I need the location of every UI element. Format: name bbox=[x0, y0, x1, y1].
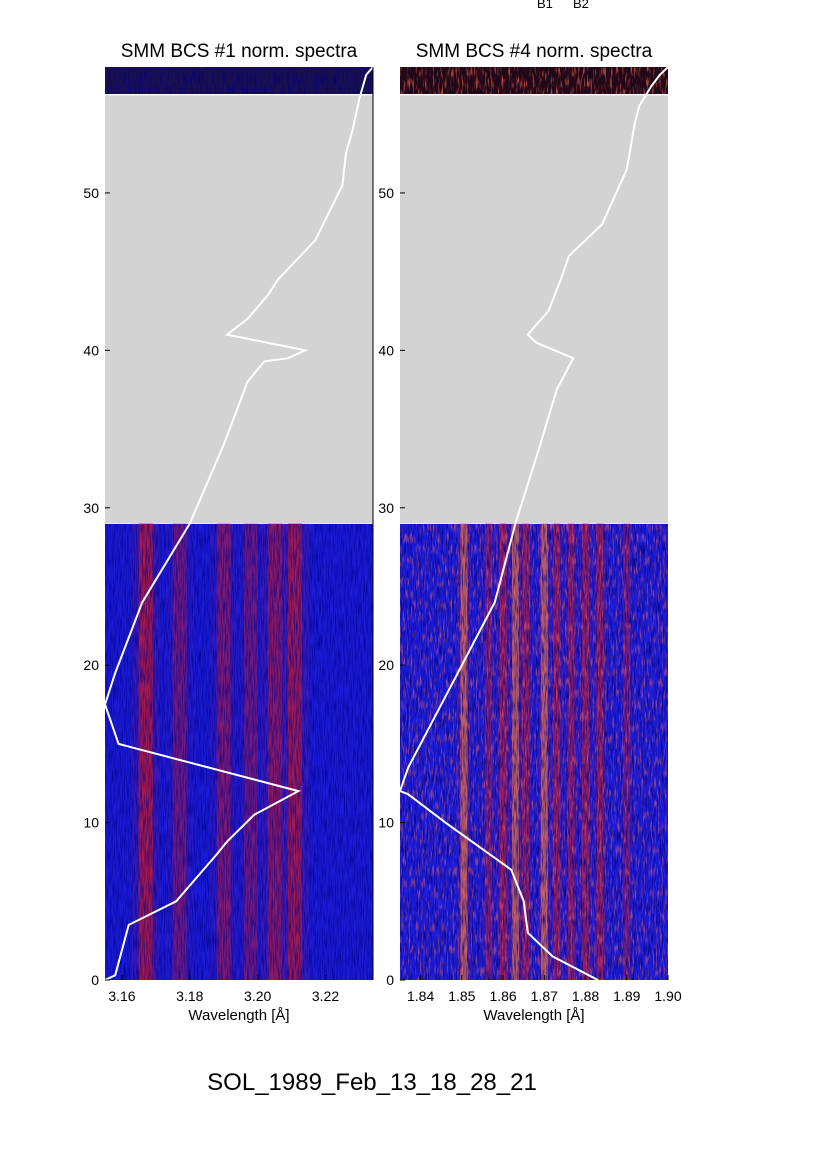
lightcurve-overlay bbox=[105, 67, 373, 980]
y-tick-label: 50 bbox=[378, 185, 394, 201]
y-tick-label: 20 bbox=[378, 657, 394, 673]
y-tick-label: 30 bbox=[378, 500, 394, 516]
x-tick-label: 3.20 bbox=[244, 988, 271, 1004]
x-tick-label: 1.86 bbox=[489, 988, 516, 1004]
x-tick-label: 1.88 bbox=[572, 988, 599, 1004]
y-tick-label: 20 bbox=[83, 657, 99, 673]
top-data-strip-noise bbox=[400, 67, 668, 94]
heatmap-sparkle bbox=[400, 524, 668, 980]
event-label: SOL_1989_Feb_13_18_28_21 bbox=[207, 1069, 537, 1096]
chart-panel-bcs1: SMM BCS #1 norm. spectra 0 10 20 30 40 50 3.1… bbox=[83, 41, 374, 1024]
y-tick-label: 0 bbox=[386, 972, 394, 988]
x-tick-label: 3.18 bbox=[176, 988, 203, 1004]
heatmap-noise bbox=[105, 524, 373, 980]
x-tick-label: 1.84 bbox=[407, 988, 434, 1004]
x-tick-label: 3.22 bbox=[312, 988, 339, 1004]
top-mark-b2: B2 bbox=[573, 0, 589, 11]
y-tick-label: 40 bbox=[378, 342, 394, 358]
top-data-strip-noise bbox=[105, 67, 373, 94]
y-tick-label: 0 bbox=[91, 972, 99, 988]
data-gap bbox=[400, 95, 668, 524]
chart-panel-bcs4: SMM BCS #4 norm. spectra 0 10 20 30 40 50 1.8… bbox=[378, 41, 681, 1024]
x-tick-label: 1.87 bbox=[531, 988, 558, 1004]
x-tick-label: 1.89 bbox=[613, 988, 640, 1004]
lightcurve-overlay bbox=[400, 67, 668, 980]
x-axis: 1.84 1.85 1.86 1.87 1.88 1.89 1.90 bbox=[407, 975, 682, 1004]
y-tick-label: 50 bbox=[83, 185, 99, 201]
x-axis-label: Wavelength [Å] bbox=[188, 1007, 289, 1024]
chart-title: SMM BCS #1 norm. spectra bbox=[121, 41, 358, 62]
y-tick-label: 10 bbox=[83, 815, 99, 831]
y-axis: 0 10 20 30 40 50 bbox=[378, 185, 405, 988]
x-axis: 3.16 3.18 3.20 3.22 bbox=[108, 975, 339, 1004]
x-tick-label: 3.16 bbox=[108, 988, 135, 1004]
y-tick-label: 40 bbox=[83, 342, 99, 358]
y-axis: 0 10 20 30 40 50 bbox=[83, 185, 110, 988]
x-axis-label: Wavelength [Å] bbox=[483, 1007, 584, 1024]
data-gap bbox=[105, 95, 373, 524]
top-mark-b1: B1 bbox=[537, 0, 553, 11]
heatmap-area bbox=[105, 67, 373, 980]
y-tick-label: 30 bbox=[83, 500, 99, 516]
y-tick-label: 10 bbox=[378, 815, 394, 831]
heatmap-area bbox=[400, 67, 668, 980]
chart-title: SMM BCS #4 norm. spectra bbox=[416, 41, 653, 62]
x-tick-label: 1.90 bbox=[654, 988, 681, 1004]
x-tick-label: 1.85 bbox=[448, 988, 475, 1004]
